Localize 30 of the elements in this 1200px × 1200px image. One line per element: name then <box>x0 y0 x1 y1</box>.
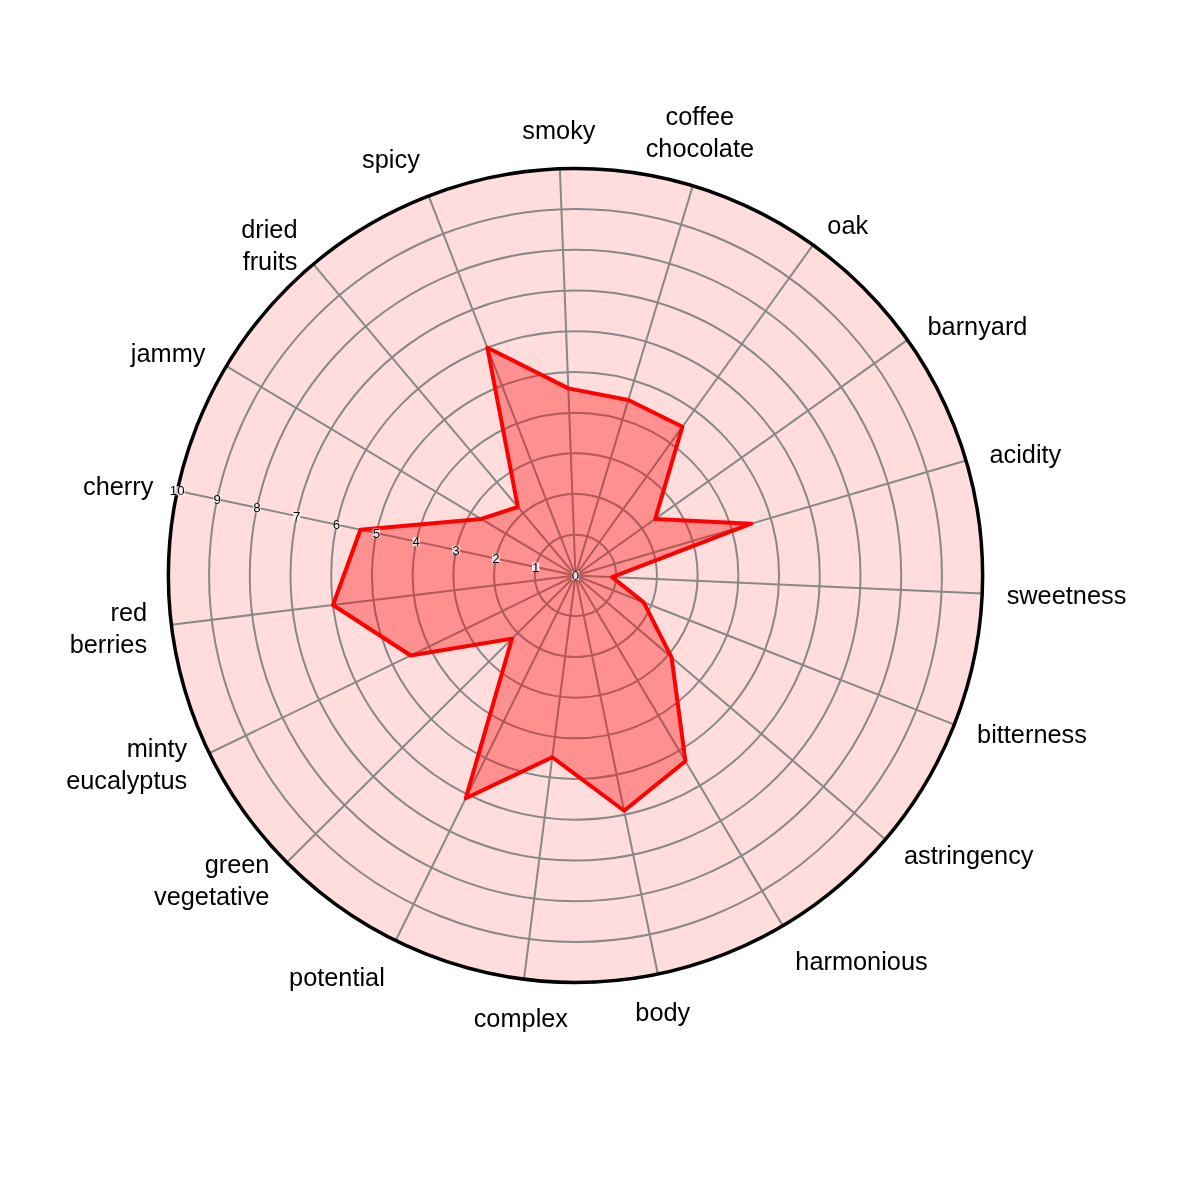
y-tick-label: 8 <box>253 500 261 516</box>
spoke-label: sweetness <box>1006 580 1127 609</box>
spoke-label: minty eucalyptus <box>66 733 188 794</box>
spoke-label: smoky <box>522 116 596 145</box>
y-tick-label: 10 <box>169 483 185 499</box>
spoke-label: harmonious <box>795 946 928 975</box>
spoke-label: oak <box>827 211 869 239</box>
y-tick-label: 6 <box>332 517 341 533</box>
spoke-label: astringency <box>904 841 1034 870</box>
y-tick-label: 9 <box>213 491 221 507</box>
y-tick-label: 7 <box>293 508 301 524</box>
spoke-label: potential <box>289 962 385 991</box>
spoke-label: complex <box>473 1003 569 1032</box>
spoke-label: body <box>635 998 691 1027</box>
spoke-label: dried fruits <box>241 215 298 276</box>
spoke-label: acidity <box>989 439 1062 468</box>
spoke-label: red berries <box>69 597 148 658</box>
y-tick-label: 2 <box>492 551 500 567</box>
spoke-label: coffee chocolate <box>645 102 755 163</box>
spoke-label: barnyard <box>927 311 1028 340</box>
spoke-label: bitterness <box>977 719 1087 748</box>
y-tick-label: 1 <box>531 559 540 575</box>
spoke-label: jammy <box>129 339 206 368</box>
spoke-label: spicy <box>362 144 421 173</box>
y-tick-label: 0 <box>571 568 580 583</box>
y-tick-label: 4 <box>412 534 421 550</box>
spoke-label: cherry <box>83 471 154 500</box>
y-tick-label: 5 <box>372 525 381 541</box>
spoke-label: green vegetative <box>153 849 270 910</box>
y-tick-label: 3 <box>452 542 460 558</box>
